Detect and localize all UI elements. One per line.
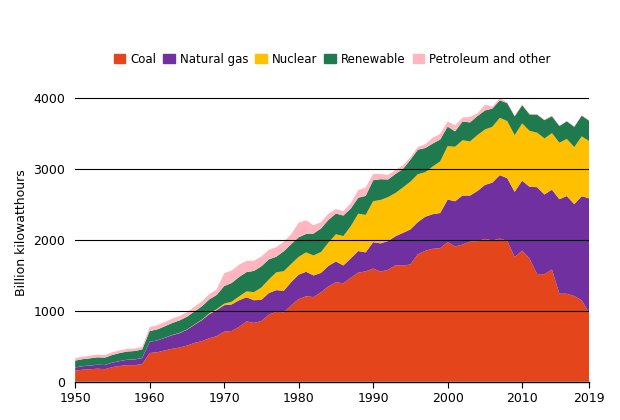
Legend: Coal, Natural gas, Nuclear, Renewable, Petroleum and other: Coal, Natural gas, Nuclear, Renewable, P… [109, 48, 556, 71]
Y-axis label: Billion kilowatthours: Billion kilowatthours [15, 169, 28, 296]
